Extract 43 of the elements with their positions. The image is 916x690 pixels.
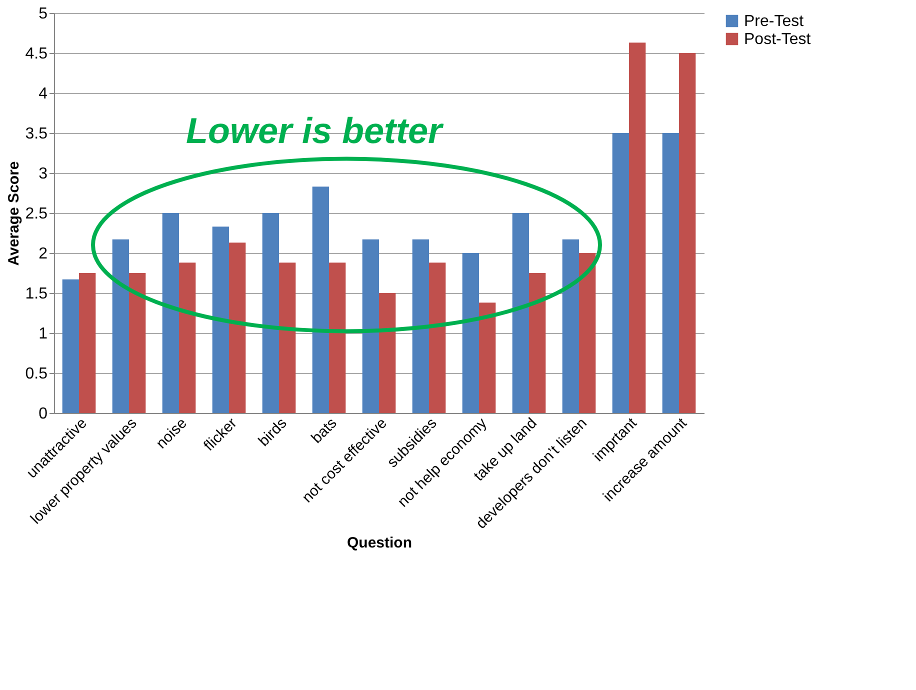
y-tick-label: 1.5 [25, 286, 48, 302]
bar [529, 273, 546, 413]
y-tick-label: 2.5 [25, 206, 48, 222]
bar [112, 239, 129, 413]
bar [129, 273, 146, 413]
bar [429, 262, 446, 413]
bar [279, 262, 296, 413]
bar [612, 133, 629, 413]
y-tick-label: 0 [38, 406, 48, 422]
y-tick-label: 3.5 [25, 126, 48, 142]
y-tick-label: 4 [38, 86, 48, 102]
y-tick-label: 4.5 [25, 46, 48, 62]
y-tick-label: 3 [38, 166, 48, 182]
x-tick-label: bats [308, 414, 340, 447]
bar [79, 273, 96, 413]
legend-label: Pre-Test [744, 13, 804, 30]
bar [229, 242, 246, 413]
y-tick-label: 5 [38, 6, 48, 22]
bar [179, 262, 196, 413]
bar [62, 279, 79, 413]
bar [479, 302, 496, 413]
bar [312, 186, 329, 413]
annotation: Lower is better [186, 110, 444, 151]
bar [662, 133, 679, 413]
bar [212, 226, 229, 413]
bar [162, 213, 179, 413]
bar [629, 42, 646, 413]
bar [262, 213, 279, 413]
bar [412, 239, 429, 413]
bar [362, 239, 379, 413]
bar [512, 213, 529, 413]
y-axis-title: Average Score [5, 161, 22, 266]
legend-label: Post-Test [744, 31, 812, 48]
bar [379, 293, 396, 413]
y-tick-label: 1 [38, 326, 48, 342]
y-tick-label: 2 [38, 246, 48, 262]
bar [562, 239, 579, 413]
bar [579, 253, 596, 413]
y-tick-label: 0.5 [25, 366, 48, 382]
bar [679, 53, 696, 413]
bar [462, 253, 479, 413]
x-axis-title: Question [346, 534, 412, 552]
bar [329, 262, 346, 413]
